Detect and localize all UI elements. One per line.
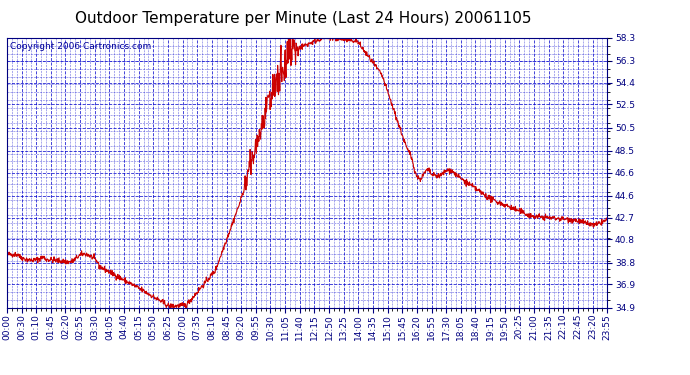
- Text: Outdoor Temperature per Minute (Last 24 Hours) 20061105: Outdoor Temperature per Minute (Last 24 …: [75, 11, 532, 26]
- Text: Copyright 2006 Cartronics.com: Copyright 2006 Cartronics.com: [10, 42, 151, 51]
